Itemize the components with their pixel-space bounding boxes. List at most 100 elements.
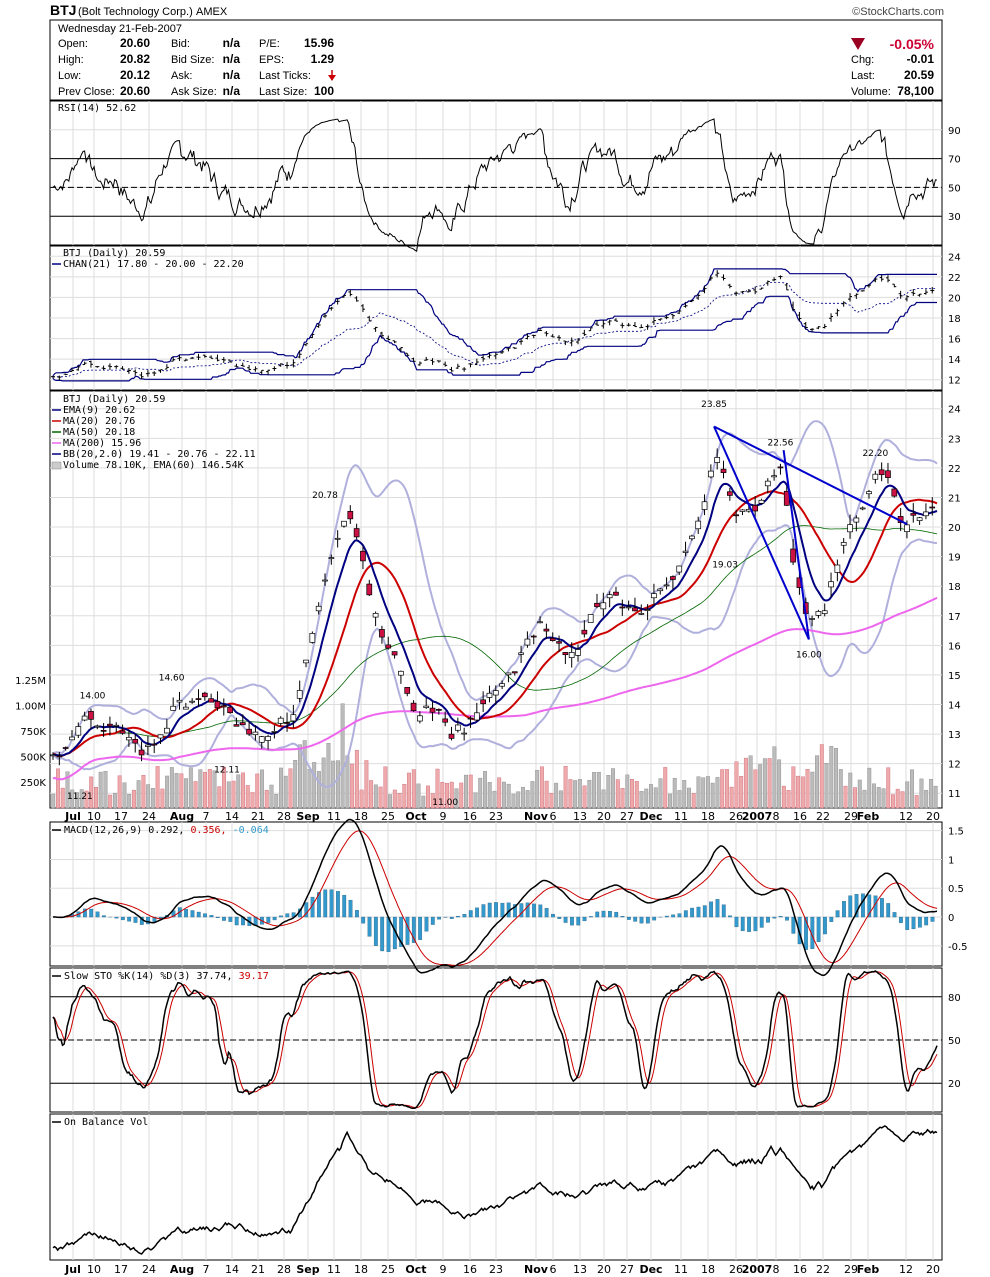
volume-bar xyxy=(127,794,132,809)
y-tick-label: 0 xyxy=(948,913,954,924)
macd-hist-bar xyxy=(82,908,87,918)
macd-hist-bar xyxy=(886,903,891,918)
x-tick-label: Feb xyxy=(857,810,880,823)
candle-body xyxy=(866,491,872,495)
volume-bar xyxy=(236,774,241,809)
macd-hist-bar xyxy=(430,916,435,925)
volume-bar xyxy=(853,787,857,809)
candle-body xyxy=(530,635,537,638)
symbol: BTJ xyxy=(50,2,76,18)
volume-bar xyxy=(539,766,544,809)
x-tick-label: Aug xyxy=(170,810,194,823)
macd-hist-bar xyxy=(519,903,524,918)
macd-hist-bar xyxy=(576,916,581,926)
volume-bar xyxy=(136,780,141,809)
candle-body xyxy=(556,641,562,644)
macd-hist-bar xyxy=(342,894,347,918)
macd-hist-bar xyxy=(728,915,732,918)
chan-legend: CHAN(21) 17.80 - 20.00 - 22.20 xyxy=(63,259,244,270)
candle-body xyxy=(372,612,379,618)
macd-hist-bar xyxy=(721,904,726,918)
y-tick-label: 12 xyxy=(948,760,961,771)
y-tick-label: -0.5 xyxy=(948,942,968,953)
volume-bar xyxy=(416,783,421,809)
candle-body xyxy=(410,702,417,712)
macd-hist-bar xyxy=(626,916,631,920)
candle-body xyxy=(473,712,480,721)
y-tick-label: 13 xyxy=(948,730,961,741)
candle-body xyxy=(271,731,278,733)
y-tick-label: 23 xyxy=(948,434,961,445)
candle-body xyxy=(132,739,139,744)
volume-bar xyxy=(905,781,910,809)
change-percent: -0.05% xyxy=(890,36,935,52)
macd-hist-bar xyxy=(734,916,739,928)
candle-body xyxy=(638,613,645,615)
volume-bar xyxy=(781,785,786,809)
candle-body xyxy=(448,733,455,739)
y-tick-label: 16 xyxy=(948,641,961,652)
volume-bar xyxy=(421,795,426,809)
volume-bar xyxy=(454,788,459,809)
macd-hist-bar xyxy=(399,916,404,947)
x-tick-label: 24 xyxy=(142,1263,156,1276)
x-tick-label: 18 xyxy=(354,1263,368,1276)
macd-hist-bar xyxy=(551,913,555,918)
x-tick-label: 18 xyxy=(701,810,715,823)
macd-hist-bar xyxy=(753,916,758,932)
candle-body xyxy=(220,705,227,708)
candle-body xyxy=(916,517,923,522)
sto-d-value: 39.17 xyxy=(239,971,269,982)
volume-bar xyxy=(549,793,554,809)
candle-body xyxy=(853,517,860,523)
volume-bar xyxy=(445,783,449,809)
volume-bar xyxy=(117,775,122,809)
macd-hist-bar xyxy=(209,915,214,918)
field-label: Bid Size: xyxy=(171,54,214,66)
macd-hist-bar xyxy=(367,916,372,937)
macd-hist-bar xyxy=(816,916,821,942)
macd-hist-bar xyxy=(184,909,188,918)
candle-body xyxy=(145,744,151,747)
x-tick-label: 6 xyxy=(550,1263,557,1276)
chan-price-legend: BTJ (Daily) 20.59 xyxy=(63,248,165,259)
macd-hist-bar xyxy=(791,916,796,934)
sto-k-line xyxy=(52,970,938,1110)
volume-bar xyxy=(359,789,364,809)
volume-bar xyxy=(321,757,326,809)
candle-body xyxy=(739,509,746,512)
field-value: n/a xyxy=(223,36,241,50)
macd-hist-bar xyxy=(823,916,827,935)
candle-body xyxy=(594,602,600,608)
candle-body xyxy=(328,557,335,559)
x-tick-label: 18 xyxy=(354,810,368,823)
volume-bar xyxy=(478,777,483,809)
macd-hist-bar xyxy=(639,916,644,924)
volume-bar xyxy=(895,788,900,809)
field-label: P/E: xyxy=(259,38,280,50)
volume-bar xyxy=(824,763,829,809)
volume-bar xyxy=(810,771,815,809)
volume-bar xyxy=(207,769,212,809)
candle-body xyxy=(511,671,518,674)
obv-legend: On Balance Vol xyxy=(64,1117,148,1128)
y-tick-label: 17 xyxy=(948,612,961,623)
volume-bar xyxy=(473,792,478,809)
rsi-line xyxy=(52,118,938,253)
volume-bar xyxy=(241,772,245,809)
candle-body xyxy=(50,754,56,757)
candle-body xyxy=(859,507,866,510)
volume-bar xyxy=(350,763,355,809)
macd-hist-bar xyxy=(620,916,625,918)
volume-bar xyxy=(373,784,378,809)
volume-bar xyxy=(687,787,691,809)
volume-bar xyxy=(354,750,359,809)
volume-bar xyxy=(606,775,611,809)
x-tick-label: 13 xyxy=(573,1263,587,1276)
x-tick-label: Nov xyxy=(524,1263,549,1276)
x-tick-label: 29 xyxy=(844,810,858,823)
price-annotation: 20.78 xyxy=(312,491,338,501)
volume-bar xyxy=(165,775,170,809)
macd-hist-bar xyxy=(405,916,410,945)
volume-bar xyxy=(535,769,540,809)
